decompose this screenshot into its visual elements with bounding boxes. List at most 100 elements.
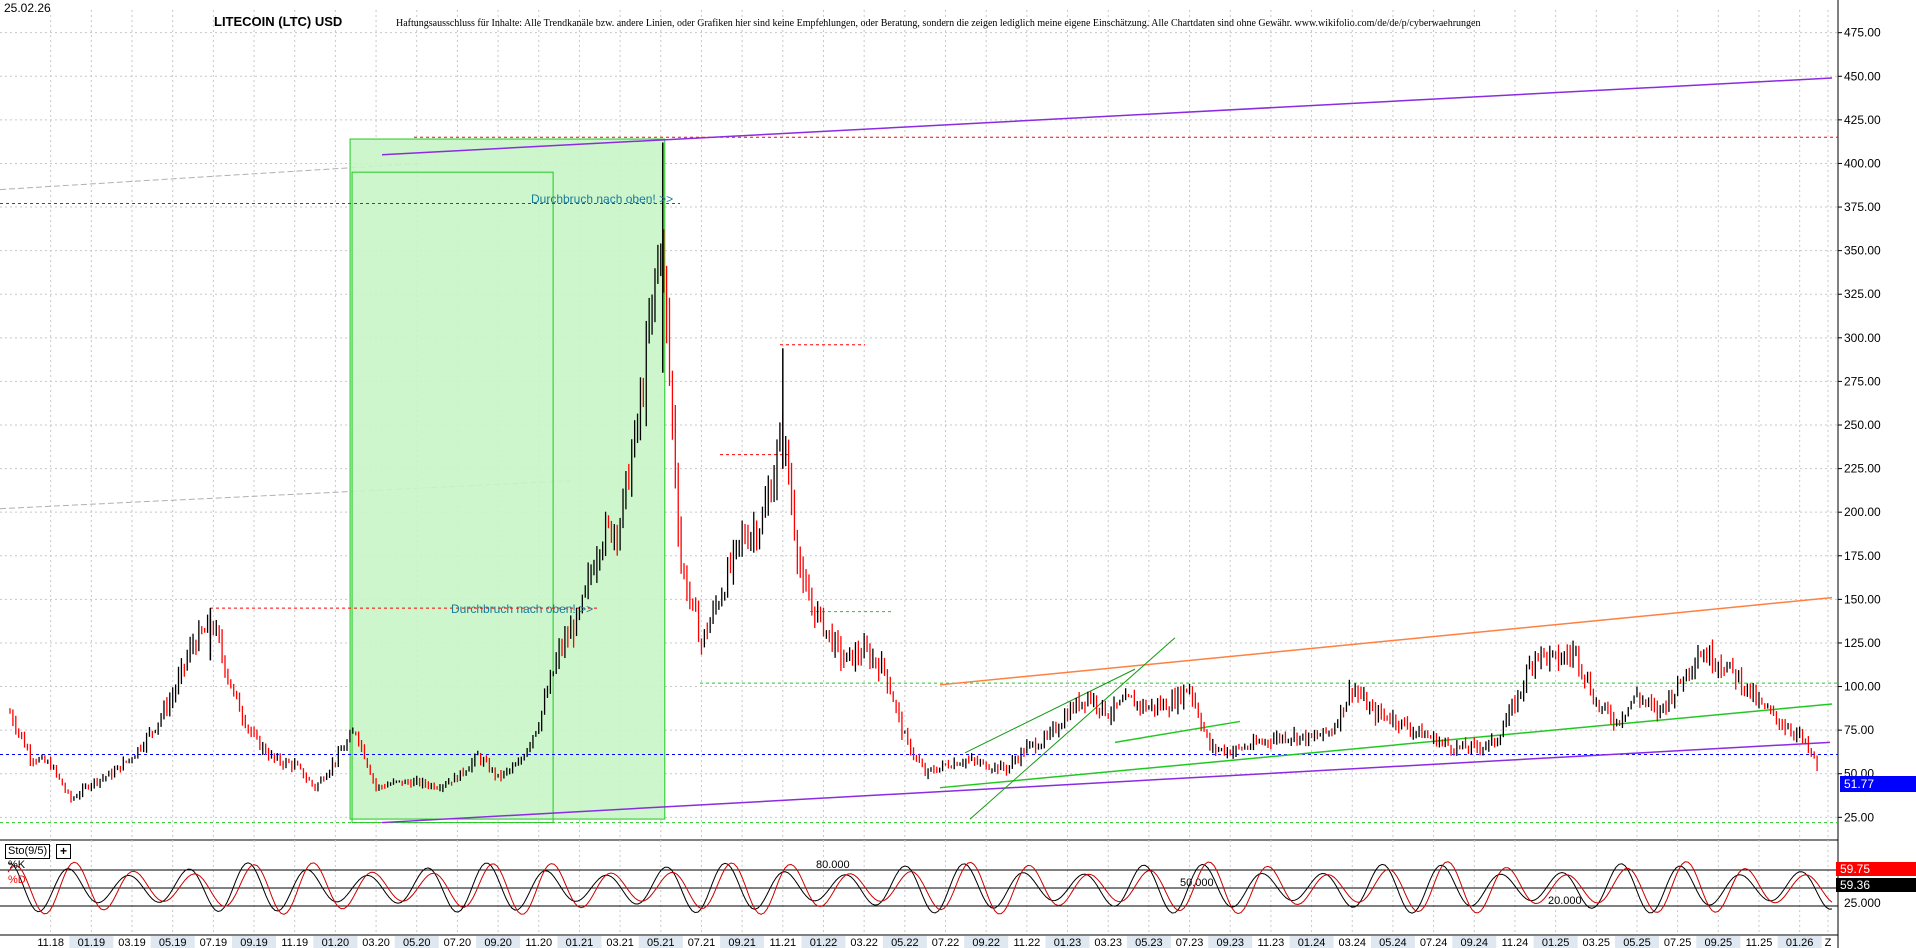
- date-label: 25.02.26: [4, 1, 51, 15]
- x-tick-band: [1533, 936, 1578, 948]
- breakout-box-outer: [349, 138, 666, 820]
- x-tick-label: 01.25: [1542, 937, 1570, 948]
- x-tick-label: 09.20: [484, 937, 512, 948]
- x-tick-label: 09.19: [240, 937, 268, 948]
- breakout-annotation: Durchbruch nach oben! >>: [451, 602, 594, 616]
- y-tick-label: 425.00: [1844, 113, 1881, 127]
- x-tick-label: 09.22: [972, 937, 1000, 948]
- stoch-level-label: 50.000: [1180, 877, 1214, 889]
- x-tick-label: 07.25: [1664, 937, 1692, 948]
- x-tick-band: [1614, 936, 1659, 948]
- x-tick-band: [1289, 936, 1334, 948]
- x-tick-label: 09.23: [1216, 937, 1244, 948]
- y-tick-label: 375.00: [1844, 200, 1881, 214]
- x-tick-band: [720, 936, 765, 948]
- last-price-badge: 51.77: [1840, 776, 1916, 792]
- y-tick-label: 475.00: [1844, 26, 1881, 40]
- y-tick-label: 200.00: [1844, 505, 1881, 519]
- x-tick-label: 05.23: [1135, 937, 1163, 948]
- y-tick-label: 225.00: [1844, 462, 1881, 476]
- grey-trend-line: [0, 480, 571, 510]
- x-tick-label: 05.25: [1623, 937, 1651, 948]
- stoch-k-line: [7, 861, 1833, 915]
- x-tick-label: 03.23: [1094, 937, 1122, 948]
- y-tick-label: 325.00: [1844, 287, 1881, 301]
- x-tick-label: 05.19: [159, 937, 187, 948]
- y-tick-label: 125.00: [1844, 636, 1881, 650]
- x-tick-label: 01.23: [1054, 937, 1082, 948]
- add-indicator-button[interactable]: +: [56, 844, 71, 859]
- stoch-d-legend: %D: [8, 874, 26, 886]
- x-tick-label: 03.25: [1583, 937, 1611, 948]
- grey-trend-line: [0, 162, 421, 191]
- x-tick-label: 11.23: [1258, 937, 1285, 948]
- x-tick-band: [394, 936, 439, 948]
- x-tick-band: [638, 936, 683, 948]
- x-tick-band: [1126, 936, 1171, 948]
- indicator-label[interactable]: Sto(9/5): [5, 844, 51, 859]
- x-tick-label: 01.24: [1298, 937, 1326, 948]
- x-tick-label: 01.22: [810, 937, 838, 948]
- x-tick-label: Z: [1825, 937, 1832, 948]
- lower-channel-line: [381, 741, 1831, 824]
- x-tick-label: 09.24: [1461, 937, 1489, 948]
- x-tick-band: [882, 936, 927, 948]
- x-tick-band: [557, 936, 602, 948]
- x-tick-label: 03.19: [118, 937, 146, 948]
- price-series: [9, 142, 1818, 803]
- x-tick-label: 07.22: [932, 937, 960, 948]
- y-tick-label: 250.00: [1844, 418, 1881, 432]
- x-tick-label: 11.25: [1746, 937, 1773, 948]
- x-tick-label: 05.20: [403, 937, 431, 948]
- x-tick-label: 11.21: [769, 937, 796, 948]
- x-tick-label: 11.20: [525, 937, 552, 948]
- x-tick-band: [150, 936, 195, 948]
- y-tick-label: 350.00: [1844, 244, 1881, 258]
- x-tick-label: 01.26: [1786, 937, 1814, 948]
- green-channel-line: [969, 637, 1176, 820]
- breakout-annotation: Durchbruch nach oben! >>: [531, 192, 674, 206]
- green-trend-line: [1114, 720, 1241, 744]
- x-tick-label: 03.20: [362, 937, 390, 948]
- y-tick-label: 150.00: [1844, 592, 1881, 606]
- x-tick-band: [1045, 936, 1090, 948]
- y-tick-label: 25.00: [1844, 810, 1874, 824]
- x-tick-label: 11.19: [281, 937, 308, 948]
- x-tick-label: 07.19: [200, 937, 228, 948]
- x-tick-band: [476, 936, 521, 948]
- x-tick-band: [232, 936, 277, 948]
- x-tick-band: [1208, 936, 1253, 948]
- x-tick-band: [801, 936, 846, 948]
- x-tick-label: 05.21: [647, 937, 675, 948]
- x-tick-label: 07.23: [1176, 937, 1204, 948]
- y-tick-label: 450.00: [1844, 69, 1881, 83]
- x-tick-band: [1696, 936, 1741, 948]
- x-tick-label: 09.25: [1705, 937, 1733, 948]
- x-tick-band: [1777, 936, 1822, 948]
- x-tick-label: 07.24: [1420, 937, 1448, 948]
- x-tick-label: 01.20: [322, 937, 350, 948]
- upper-channel-line: [381, 77, 1833, 156]
- green-support-line: [939, 703, 1833, 789]
- x-tick-label: 03.24: [1338, 937, 1366, 948]
- y-tick-label: 175.00: [1844, 549, 1881, 563]
- stoch-level-label: 20.000: [1548, 895, 1582, 907]
- y-tick-label: 275.00: [1844, 374, 1881, 388]
- x-tick-label: 01.19: [78, 937, 106, 948]
- x-tick-label: 03.22: [850, 937, 878, 948]
- x-tick-band: [964, 936, 1009, 948]
- x-tick-label: 07.21: [688, 937, 716, 948]
- x-tick-label: 11.22: [1013, 937, 1040, 948]
- x-tick-label: 07.20: [444, 937, 472, 948]
- x-tick-label: 11.18: [37, 937, 64, 948]
- orange-resistance-line: [939, 596, 1833, 686]
- y-tick-label: 100.00: [1844, 680, 1881, 694]
- stoch-d-line: [7, 862, 1833, 914]
- x-tick-label: 11.24: [1502, 937, 1529, 948]
- stoch-k-legend: %K: [8, 859, 26, 871]
- x-tick-band: [1370, 936, 1415, 948]
- stoch-d-value-badge: 59.36: [1836, 878, 1916, 892]
- x-tick-label: 05.24: [1379, 937, 1407, 948]
